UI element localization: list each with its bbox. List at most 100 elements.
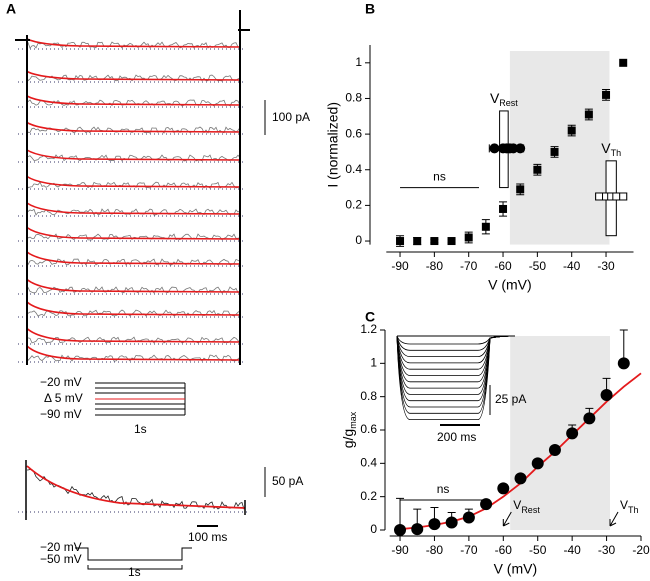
x-tick-label: -60 <box>495 543 513 557</box>
point <box>617 357 630 370</box>
inset-trace <box>396 335 516 395</box>
inset-scale-label: 200 ms <box>437 430 476 444</box>
y-tick-label: 0.2 <box>360 489 377 503</box>
trace-fit <box>26 278 241 293</box>
marker-point <box>595 192 604 201</box>
annotation-label: VTh <box>620 498 639 515</box>
x-tick-label: -70 <box>460 543 478 557</box>
trace-fit <box>26 251 241 265</box>
protocol-time: 1s <box>134 422 147 436</box>
ns-label: ns <box>437 482 450 496</box>
trace <box>26 99 241 107</box>
annotation-label-main: V <box>513 498 521 512</box>
marker-point <box>489 143 500 154</box>
trace-fit <box>26 301 241 316</box>
x-tick-label: -90 <box>391 543 409 557</box>
y-tick-label: 0 <box>355 233 362 247</box>
annotation-label-main: V <box>620 498 628 512</box>
inset-trace <box>396 335 516 364</box>
point <box>583 412 596 425</box>
marker-label-main: V <box>490 90 500 106</box>
annotation-label-sub: Rest <box>521 505 540 515</box>
point <box>567 126 576 135</box>
inset-trace <box>396 335 516 420</box>
y-tick-label: 1 <box>370 356 377 370</box>
protocol-time: 1s <box>128 565 141 579</box>
trace <box>26 336 241 344</box>
point <box>411 523 424 536</box>
ns-label: ns <box>433 170 446 184</box>
marker-point <box>619 192 628 201</box>
trace-fit <box>26 175 241 188</box>
x-tick-label: -90 <box>391 259 409 273</box>
y-tick-label: 0.2 <box>345 198 362 212</box>
shaded-region <box>509 51 610 245</box>
marker-label-sub: Th <box>611 148 622 158</box>
point <box>396 237 405 246</box>
trace <box>26 154 241 162</box>
trace-fit <box>26 327 241 343</box>
marker-point <box>508 143 519 154</box>
point <box>428 518 441 531</box>
point <box>566 427 579 440</box>
trace <box>26 41 241 49</box>
x-tick-label: -20 <box>632 543 650 557</box>
point <box>464 233 473 242</box>
protocol-label: −20 mV <box>40 540 82 554</box>
y-tick-label: 0.4 <box>360 456 377 470</box>
x-tick-label: -50 <box>529 543 547 557</box>
x-tick-label: -30 <box>597 259 615 273</box>
point <box>480 498 493 511</box>
trace-fit <box>26 465 246 509</box>
y-tick-label: 0.8 <box>345 91 362 105</box>
protocol-label: −20 mV <box>40 375 82 389</box>
trace-fit <box>26 226 241 240</box>
point <box>531 457 544 470</box>
y-tick-label: 0.6 <box>360 422 377 436</box>
trace <box>26 286 241 294</box>
y-tick-label: 1 <box>355 55 362 69</box>
trace-fit <box>26 149 241 161</box>
inset-trace <box>396 335 516 370</box>
point <box>413 237 422 246</box>
point <box>394 524 407 536</box>
y-tick-label: 1.2 <box>360 322 377 336</box>
y-tick-label: 0.6 <box>345 126 362 140</box>
y-axis-label-sub: max <box>348 411 358 429</box>
protocol-label: −90 mV <box>40 407 82 421</box>
protocol-label: −50 mV <box>40 552 82 566</box>
point <box>550 147 559 156</box>
marker-point <box>515 143 526 154</box>
point <box>462 511 475 524</box>
y-axis-label-main: g/g <box>340 429 356 448</box>
x-tick-label: -70 <box>460 259 478 273</box>
y-tick-label: 0 <box>370 522 377 536</box>
trace-fit <box>26 345 241 361</box>
point <box>445 516 458 529</box>
protocol <box>75 100 266 570</box>
step-artifact <box>25 460 246 520</box>
x-tick-label: -50 <box>529 259 547 273</box>
x-tick-label: -40 <box>563 259 581 273</box>
x-axis-label: V (mV) <box>488 277 532 293</box>
annotation-arrow <box>502 511 512 527</box>
x-tick-label: -40 <box>563 543 581 557</box>
point <box>584 110 593 119</box>
marker-label: VRest <box>490 90 518 109</box>
marker-label-main: V <box>601 140 611 156</box>
x-axis-label: V (mV) <box>494 561 538 577</box>
shaded-region <box>510 336 611 530</box>
point <box>600 389 613 401</box>
point <box>514 472 527 485</box>
point <box>548 444 561 456</box>
x-tick-label: -80 <box>426 259 444 273</box>
trace-fit <box>26 38 241 48</box>
step-artifact <box>15 10 250 365</box>
point <box>497 482 510 495</box>
point <box>533 165 542 174</box>
panel-label: B <box>365 1 375 17</box>
y-tick-label: 0.4 <box>345 162 362 176</box>
y-axis-label: I (normalized) <box>325 102 341 188</box>
inset-trace <box>396 335 516 351</box>
